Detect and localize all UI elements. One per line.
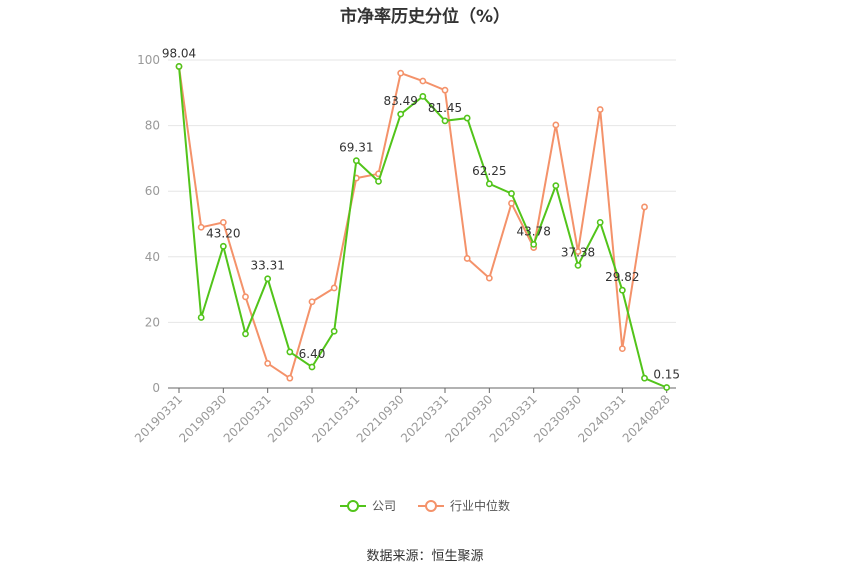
data-point-公司-20190331 [175, 63, 183, 70]
y-tick-label-80: 80 [145, 119, 160, 133]
data-point-公司-20200930 [308, 363, 316, 371]
x-tick-label-20240828: 20240828 [620, 392, 673, 445]
chart-title: 市净率历史分位（%） [339, 7, 511, 27]
y-tick-label-0: 0 [152, 381, 160, 395]
data-label-20190331: 98.04 [162, 46, 196, 60]
data-point-行业中位数-20200630 [286, 374, 294, 382]
data-point-行业中位数-20200331 [264, 359, 272, 367]
data-point-行业中位数-20190930 [219, 218, 227, 226]
data-point-行业中位数-20230930 [574, 248, 582, 255]
data-point-公司-20220930 [485, 180, 493, 188]
data-point-行业中位数-20210930 [397, 69, 405, 77]
data-point-公司-20231231 [596, 218, 604, 226]
data-point-行业中位数-20240331 [618, 345, 626, 353]
legend-item-company[interactable]: 公司 [339, 497, 396, 514]
data-point-公司-20220630 [463, 114, 471, 122]
data-label-20220331: 81.45 [428, 101, 462, 115]
data-point-公司-20190630 [197, 314, 205, 321]
data-point-行业中位数-20220930 [485, 274, 493, 282]
data-point-行业中位数-20191231 [242, 293, 249, 301]
data-label-20240331: 29.82 [605, 270, 639, 284]
data-point-公司-20220331 [441, 117, 449, 125]
data-point-公司-20221231 [508, 190, 515, 197]
data-point-公司-20230930 [574, 261, 582, 269]
data-point-行业中位数-20240630 [641, 203, 648, 211]
data-label-20240828: 0.15 [653, 368, 680, 382]
y-tick-label-60: 60 [145, 184, 160, 198]
y-tick-label-100: 100 [137, 53, 160, 67]
data-point-行业中位数-20200930 [308, 298, 316, 306]
data-point-公司-20191231 [242, 330, 249, 338]
data-point-行业中位数-20220630 [463, 255, 471, 262]
data-point-公司-20210331 [352, 157, 360, 165]
legend-industry-marker-icon [418, 499, 444, 512]
y-tick-label-20: 20 [145, 315, 160, 329]
data-label-20190930: 43.20 [206, 226, 240, 240]
data-point-行业中位数-20190630 [197, 223, 205, 231]
data-point-行业中位数-20231231 [596, 106, 604, 113]
data-point-公司-20240828 [663, 384, 671, 391]
data-point-公司-20200630 [286, 348, 294, 356]
series-line-公司 [178, 66, 668, 389]
legend-label-company: 公司 [371, 499, 396, 513]
data-source-note: 数据来源：恒生聚源 [366, 549, 484, 564]
data-labels: 98.04 43.20 33.31 6.40 69.31 83.49 81.45 62.25 4… [162, 46, 680, 381]
data-point-行业中位数-20220331 [441, 86, 449, 94]
data-label-20220930: 62.25 [472, 164, 506, 178]
data-label-20230331: 43.78 [516, 224, 550, 238]
data-point-行业中位数-20201231 [330, 284, 338, 292]
data-point-公司-20210930 [397, 110, 405, 118]
legend-label-industry-median: 行业中位数 [450, 499, 511, 513]
legend-company-marker-icon [339, 499, 366, 512]
data-point-公司-20230331 [530, 241, 538, 248]
data-point-公司-20201231 [330, 327, 338, 335]
data-point-行业中位数-20221231 [508, 199, 515, 207]
data-point-公司-20240630 [641, 374, 648, 382]
grid-lines [168, 59, 676, 323]
data-point-行业中位数-20230630 [552, 121, 560, 129]
legend-item-industry-median[interactable]: 行业中位数 [418, 497, 510, 514]
data-point-公司-20190930 [219, 242, 227, 250]
data-point-公司-20211231 [419, 93, 427, 100]
data-point-公司-20240331 [618, 286, 626, 294]
data-label-20200331: 33.31 [250, 259, 284, 273]
data-point-公司-20200331 [264, 275, 272, 283]
data-label-20230930: 37.38 [561, 245, 595, 259]
legend: 公司 行业中位数 [0, 497, 850, 514]
y-tick-label-40: 40 [145, 250, 160, 264]
data-point-公司-20230630 [552, 182, 560, 190]
series-lines [175, 63, 671, 391]
data-label-20210331: 69.31 [339, 141, 373, 155]
data-label-20200930: 6.40 [299, 347, 326, 361]
data-point-公司-20210630 [375, 177, 382, 185]
series-line-行业中位数 [178, 66, 646, 380]
data-label-20210930: 83.49 [383, 94, 417, 108]
data-point-行业中位数-20211231 [419, 77, 427, 85]
